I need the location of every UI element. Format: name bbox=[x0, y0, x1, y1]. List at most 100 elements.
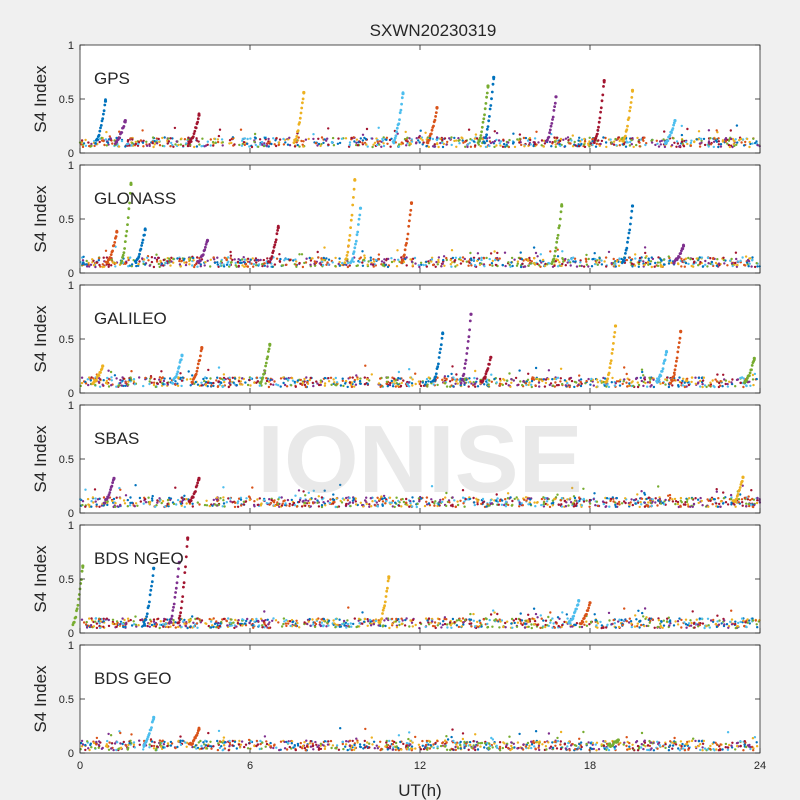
scatter-point bbox=[607, 611, 611, 615]
scatter-point bbox=[755, 262, 758, 265]
scatter-point bbox=[498, 377, 502, 381]
scatter-point bbox=[577, 383, 580, 386]
scatter-point bbox=[254, 143, 257, 147]
spike-point bbox=[609, 362, 612, 365]
scatter-point bbox=[445, 256, 448, 260]
scatter-point bbox=[418, 382, 421, 386]
scatter-point bbox=[327, 258, 331, 261]
scatter-point bbox=[253, 259, 256, 262]
scatter-point bbox=[634, 253, 637, 256]
scatter-point bbox=[612, 500, 615, 503]
spike-point bbox=[670, 379, 674, 383]
scatter-point bbox=[279, 385, 282, 388]
scatter-point bbox=[187, 136, 190, 139]
scatter-point bbox=[91, 496, 95, 499]
scatter-point bbox=[450, 136, 453, 139]
scatter-point bbox=[216, 263, 219, 266]
scatter-point bbox=[516, 384, 519, 387]
scatter-point bbox=[585, 499, 588, 502]
scatter-point bbox=[348, 381, 352, 384]
spike-point bbox=[664, 353, 668, 357]
scatter-point bbox=[237, 258, 240, 261]
scatter-point bbox=[633, 498, 637, 502]
scatter-point bbox=[326, 261, 329, 264]
spike-point bbox=[661, 367, 665, 371]
scatter-point bbox=[172, 261, 175, 264]
scatter-point bbox=[253, 132, 257, 136]
y-tick-label: 0 bbox=[68, 388, 74, 400]
scatter-point bbox=[713, 385, 716, 389]
scatter-point bbox=[466, 145, 469, 149]
scatter-point bbox=[236, 260, 240, 264]
scatter-point bbox=[408, 141, 411, 145]
scatter-point bbox=[747, 265, 750, 268]
scatter-point bbox=[749, 142, 752, 146]
scatter-point bbox=[195, 137, 198, 140]
scatter-point bbox=[231, 258, 234, 262]
scatter-point bbox=[139, 139, 143, 142]
scatter-point bbox=[667, 255, 670, 258]
spike-point bbox=[608, 366, 612, 369]
scatter-point bbox=[212, 617, 215, 620]
scatter-point bbox=[95, 261, 99, 264]
scatter-point bbox=[556, 255, 560, 258]
scatter-point bbox=[93, 139, 96, 143]
scatter-point bbox=[167, 140, 171, 143]
scintillation-spike bbox=[425, 106, 439, 145]
scatter-point bbox=[551, 617, 554, 620]
scatter-point bbox=[253, 381, 256, 384]
scatter-point bbox=[87, 141, 90, 144]
scatter-point bbox=[395, 265, 399, 268]
scatter-point bbox=[640, 497, 644, 500]
scatter-point bbox=[80, 139, 84, 142]
spike-point bbox=[395, 126, 399, 130]
scatter-point bbox=[128, 378, 131, 382]
panel-label: SBAS bbox=[94, 429, 139, 448]
scatter-point bbox=[561, 258, 565, 261]
scatter-point bbox=[683, 265, 686, 268]
scatter-point bbox=[528, 136, 532, 140]
spike-point bbox=[405, 237, 409, 241]
spike-point bbox=[352, 187, 356, 191]
spike-peak bbox=[143, 228, 147, 232]
scatter-point bbox=[263, 264, 266, 267]
scatter-point bbox=[630, 138, 633, 142]
scatter-point bbox=[283, 377, 286, 380]
scatter-point bbox=[578, 625, 581, 629]
figure-title: SXWN20230319 bbox=[370, 21, 497, 40]
scatter-point bbox=[709, 262, 712, 266]
scatter-point bbox=[183, 494, 186, 497]
scatter-point bbox=[689, 258, 692, 261]
scatter-point bbox=[578, 379, 581, 382]
scatter-point bbox=[585, 260, 588, 263]
scatter-point bbox=[272, 137, 275, 140]
scatter-point bbox=[702, 137, 706, 141]
scatter-point bbox=[230, 141, 233, 145]
scatter-point bbox=[647, 263, 650, 266]
scatter-point bbox=[393, 260, 396, 263]
scatter-point bbox=[455, 624, 459, 627]
scatter-point bbox=[85, 620, 88, 624]
scatter-point bbox=[236, 505, 240, 508]
scatter-point bbox=[739, 376, 742, 380]
scatter-point bbox=[196, 383, 200, 386]
scatter-point bbox=[99, 265, 102, 268]
scatter-point bbox=[249, 377, 253, 380]
spike-point bbox=[461, 377, 464, 381]
spike-point bbox=[300, 106, 304, 110]
scatter-point bbox=[98, 140, 101, 144]
scatter-point bbox=[148, 500, 152, 504]
scatter-point bbox=[577, 139, 580, 142]
spike-point bbox=[96, 138, 100, 142]
scatter-point bbox=[341, 377, 344, 380]
scatter-point bbox=[238, 143, 241, 147]
scatter-point bbox=[113, 505, 117, 509]
scatter-point bbox=[108, 135, 112, 138]
scatter-point bbox=[647, 501, 650, 504]
scatter-point bbox=[87, 261, 90, 265]
scatter-point bbox=[425, 377, 429, 381]
scatter-point bbox=[659, 263, 662, 267]
scatter-point bbox=[351, 376, 354, 379]
scatter-point bbox=[253, 500, 256, 503]
scatter-point bbox=[748, 140, 751, 144]
